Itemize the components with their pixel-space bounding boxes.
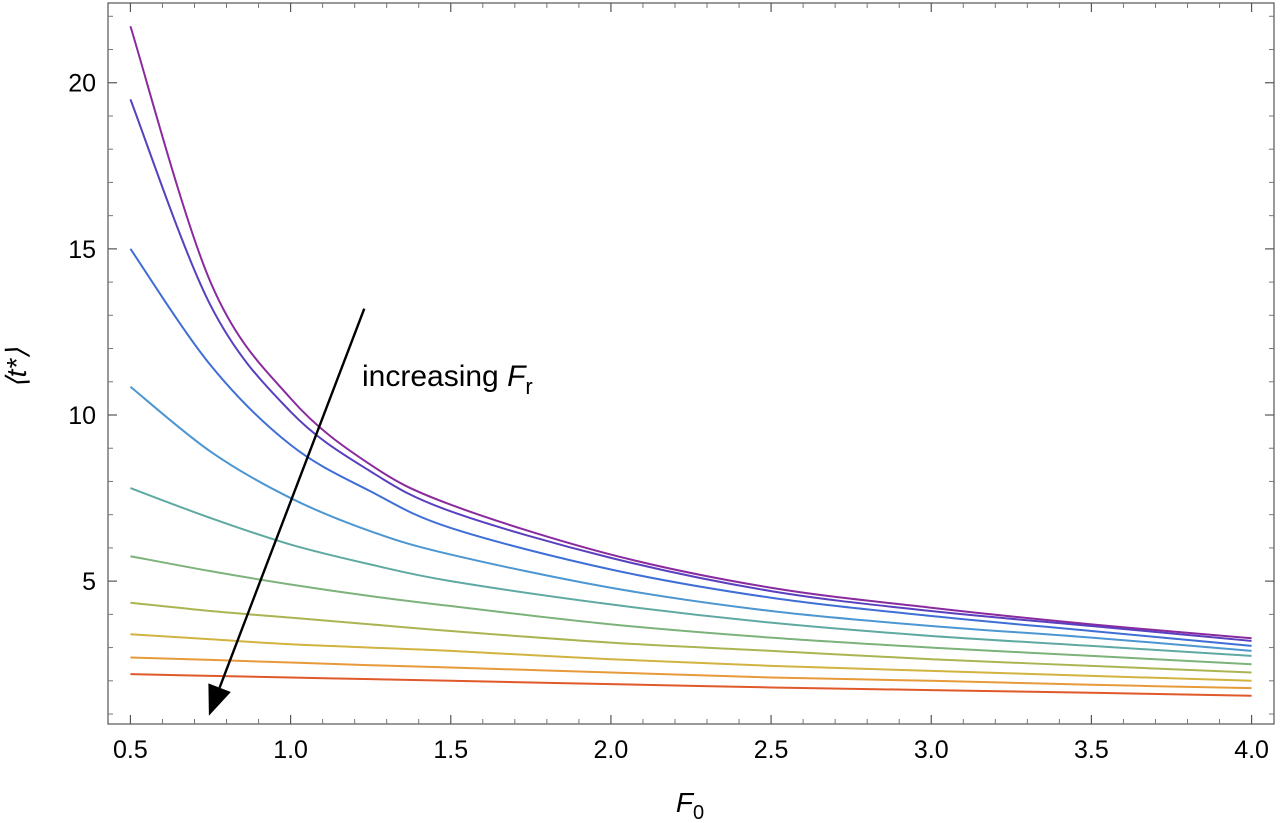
x-tick-label: 2.5 — [754, 736, 789, 764]
y-tick-label: 5 — [82, 568, 96, 596]
series-line-6 — [130, 555, 1252, 666]
series-line-2 — [129, 98, 1252, 642]
y-tick-label: 10 — [68, 402, 96, 430]
x-axis-title-sub: 0 — [693, 802, 704, 823]
series-line-3 — [129, 248, 1252, 647]
series-line-9 — [130, 656, 1252, 690]
annotation-arrow-shaft — [218, 308, 366, 689]
annotation-sub: r — [525, 374, 532, 399]
x-tick-label: 2.0 — [594, 736, 629, 764]
annotation-text: increasing Fr — [362, 360, 533, 399]
x-tick-label: 1.0 — [273, 736, 308, 764]
y-axis-ticks: 5 10 15 20 — [68, 15, 1274, 715]
x-tick-label: 3.5 — [1074, 736, 1109, 764]
series-line-1 — [129, 25, 1252, 640]
x-tick-label: 3.0 — [914, 736, 949, 764]
annotation-group — [208, 308, 366, 716]
series-line-5 — [130, 487, 1252, 657]
annotation-prefix: increasing — [362, 360, 507, 393]
annotation-arrow-head — [208, 683, 231, 716]
x-tick-label: 0.5 — [113, 736, 148, 764]
series-line-10 — [130, 673, 1252, 697]
series-line-7 — [130, 601, 1252, 674]
y-tick-label: 15 — [68, 236, 96, 264]
y-axis-title: ⟨t*⟩ — [1, 348, 32, 389]
series-lines — [129, 25, 1252, 697]
y-tick-label: 20 — [68, 70, 96, 98]
annotation-var: F — [507, 360, 527, 393]
series-line-4 — [129, 385, 1252, 652]
plot-frame — [107, 2, 1275, 725]
series-line-8 — [130, 633, 1252, 682]
x-axis-title: F0 — [676, 787, 704, 823]
x-tick-label: 1.5 — [433, 736, 468, 764]
x-axis-ticks: 0.5 1.0 1.5 2.0 2.5 3.0 3.5 4.0 — [113, 3, 1269, 764]
x-axis-title-main: F — [676, 787, 695, 818]
x-tick-label: 4.0 — [1234, 736, 1269, 764]
